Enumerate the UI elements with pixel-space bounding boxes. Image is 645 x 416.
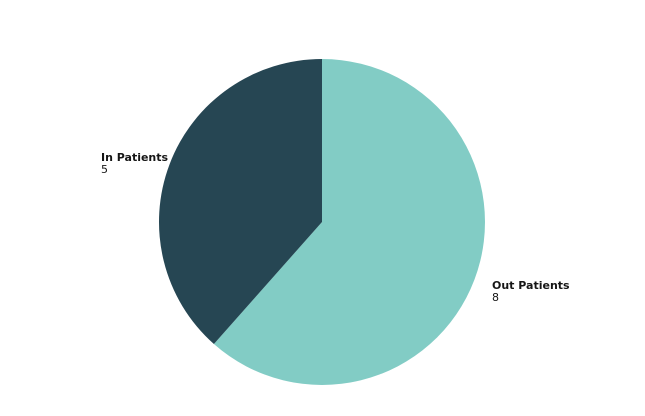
data-label-out-patients-value: 8 [492, 291, 499, 304]
pie-slice-out-patients[interactable] [213, 59, 485, 385]
pie-slice-in-patients[interactable] [158, 59, 322, 345]
data-label-in-patients: In Patients 5 [101, 152, 168, 176]
data-label-in-patients-value: 5 [101, 163, 108, 176]
data-label-out-patients-name: Out Patients [492, 279, 570, 292]
data-label-in-patients-name: In Patients [101, 151, 169, 164]
data-label-out-patients: Out Patients 8 [492, 280, 570, 304]
